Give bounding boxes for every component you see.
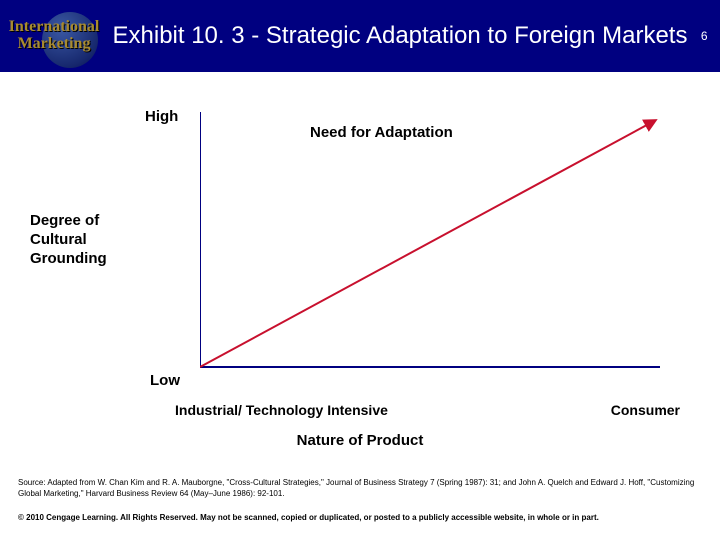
trend-line: [200, 121, 654, 367]
footer: Source: Adapted from W. Chan Kim and R. …: [0, 468, 720, 540]
x-axis-label: Nature of Product: [0, 432, 720, 449]
chart-svg: [200, 112, 660, 372]
page-title: Exhibit 10. 3 - Strategic Adaptation to …: [108, 20, 720, 51]
brand-block: International Marketing: [0, 19, 108, 53]
x-left-label: Industrial/ Technology Intensive: [175, 402, 388, 418]
y-low-label: Low: [150, 372, 180, 389]
title-suffix: 6: [701, 29, 708, 43]
source-text: Source: Adapted from W. Chan Kim and R. …: [18, 478, 702, 499]
title-main: Exhibit 10. 3 - Strategic Adaptation to …: [113, 22, 688, 49]
brand-line1: International: [9, 19, 100, 36]
y-axis-label: Degree of Cultural Grounding: [30, 212, 140, 268]
x-right-label: Consumer: [611, 402, 680, 418]
y-high-label: High: [145, 108, 178, 125]
chart-area: High Degree of Cultural Grounding Low Ne…: [0, 72, 720, 442]
copyright-text: © 2010 Cengage Learning. All Rights Rese…: [18, 513, 702, 522]
brand-line2: Marketing: [18, 36, 91, 53]
header-bar: International Marketing Exhibit 10. 3 - …: [0, 0, 720, 72]
